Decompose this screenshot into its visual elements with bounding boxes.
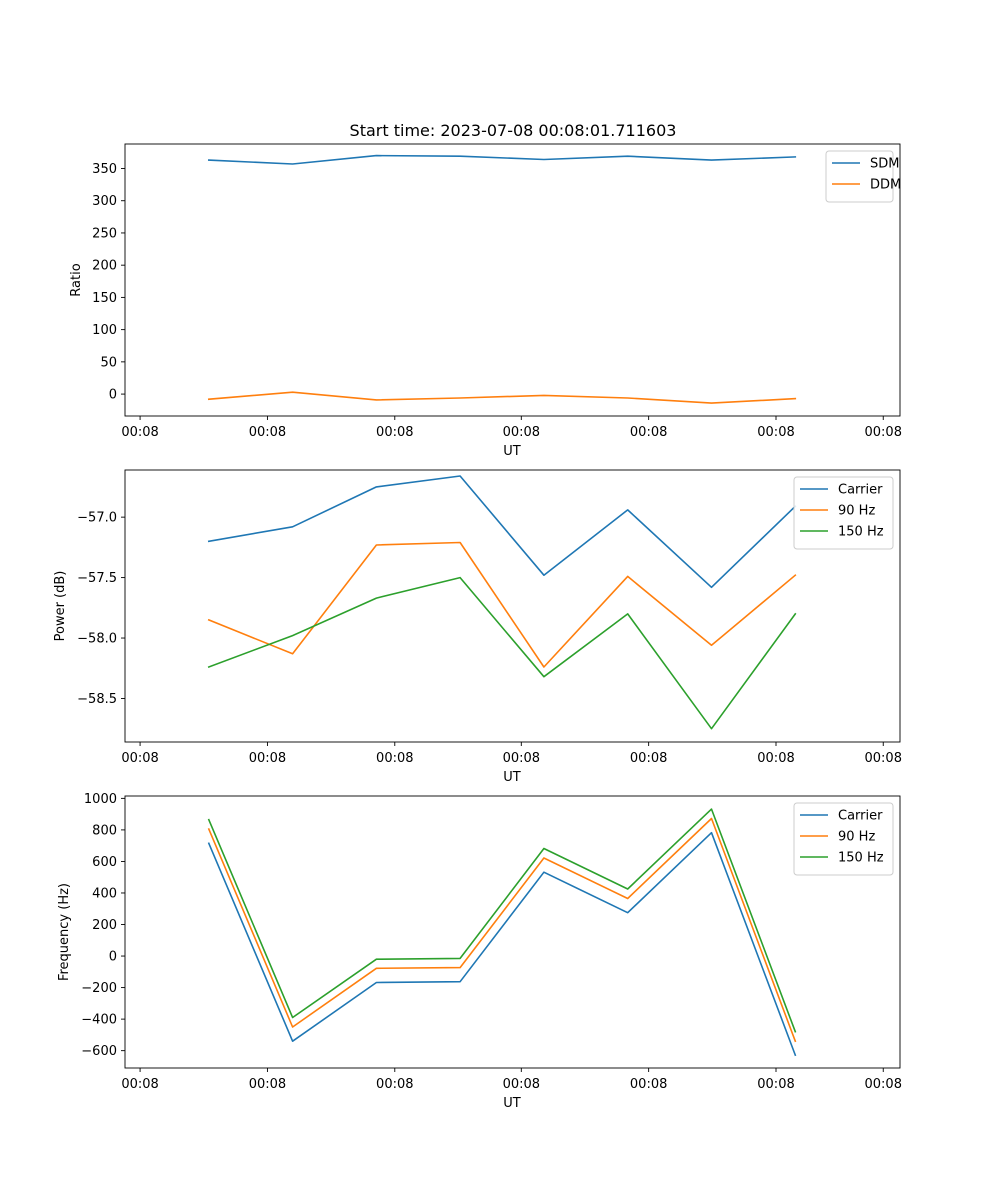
y-tick-label: −58.0 — [77, 632, 117, 647]
x-tick-label: 00:08 — [757, 1077, 794, 1092]
x-axis-label: UT — [503, 770, 521, 785]
x-tick-label: 00:08 — [249, 1077, 286, 1092]
x-tick-label: 00:08 — [503, 751, 540, 766]
series-line-150-hz — [207, 576, 797, 730]
y-tick-label: 1000 — [84, 792, 117, 807]
x-tick-label: 00:08 — [503, 1077, 540, 1092]
y-tick-label: 400 — [92, 886, 117, 901]
y-tick-label: 150 — [92, 291, 117, 306]
x-axis-label: UT — [503, 1096, 521, 1111]
legend-label: Carrier — [838, 483, 883, 498]
axes-frame — [124, 469, 901, 743]
legend-label: 90 Hz — [838, 504, 875, 519]
x-tick-label: 00:08 — [630, 751, 667, 766]
y-tick-label: −400 — [81, 1013, 117, 1028]
legend: SDM DDM — [825, 150, 901, 203]
figure-title: Start time: 2023-07-08 00:08:01.711603 — [350, 121, 677, 140]
x-tick-label: 00:08 — [757, 425, 794, 440]
y-tick-label: 0 — [109, 950, 117, 965]
x-tick-label: 00:08 — [121, 751, 158, 766]
series-line-sdm — [207, 154, 797, 165]
y-axis-label: Ratio — [69, 263, 84, 296]
x-tick-label: 00:08 — [249, 751, 286, 766]
x-axis-label: UT — [503, 444, 521, 459]
x-tick-label: 00:08 — [376, 425, 413, 440]
legend-label: 150 Hz — [838, 525, 884, 540]
series-line-carrier — [207, 475, 797, 589]
y-tick-label: 200 — [92, 918, 117, 933]
y-tick-label: 50 — [100, 355, 117, 370]
legend: Carrier 90 Hz 150 Hz — [793, 476, 894, 550]
x-tick-label: 00:08 — [121, 425, 158, 440]
y-tick-label: −57.5 — [77, 571, 117, 586]
chart-panel-1: 0 50 100 150 200 250 300 350 00:08 00:08 00:08 00:0… — [69, 143, 902, 459]
series-line-150-hz — [207, 808, 797, 1033]
y-tick-label: 600 — [92, 855, 117, 870]
axes-frame — [124, 143, 901, 417]
charts: 0 50 100 150 200 250 300 350 00:08 00:08 00:08 00:0… — [53, 143, 902, 1111]
y-tick-label: −600 — [81, 1044, 117, 1059]
x-tick-label: 00:08 — [865, 751, 902, 766]
y-axis-label: Frequency (Hz) — [57, 883, 72, 981]
x-tick-label: 00:08 — [121, 1077, 158, 1092]
y-tick-label: 250 — [92, 226, 117, 241]
legend-label: Carrier — [838, 809, 883, 824]
y-axis-label: Power (dB) — [53, 571, 68, 642]
chart-panel-2: −58.5 −58.0 −57.5 −57.0 00:08 00:08 00:08 00:08… — [53, 469, 902, 785]
series-line-ddm — [207, 391, 797, 404]
x-tick-label: 00:08 — [865, 425, 902, 440]
series-line-carrier — [207, 831, 797, 1057]
y-tick-label: 200 — [92, 259, 117, 274]
y-tick-label: 0 — [109, 388, 117, 403]
legend: Carrier 90 Hz 150 Hz — [793, 802, 894, 876]
y-tick-label: −58.5 — [77, 692, 117, 707]
x-tick-label: 00:08 — [376, 751, 413, 766]
y-tick-label: 100 — [92, 323, 117, 338]
x-tick-label: 00:08 — [630, 1077, 667, 1092]
y-tick-label: −57.0 — [77, 511, 117, 526]
series-line-90-hz — [207, 541, 797, 668]
y-tick-label: −200 — [81, 981, 117, 996]
axes-frame — [124, 795, 901, 1069]
y-tick-label: 300 — [92, 194, 117, 209]
x-tick-label: 00:08 — [865, 1077, 902, 1092]
x-tick-label: 00:08 — [503, 425, 540, 440]
legend-label: SDM — [870, 157, 899, 172]
legend-label: DDM — [870, 178, 901, 193]
y-tick-label: 350 — [92, 162, 117, 177]
legend-label: 90 Hz — [838, 830, 875, 845]
series-line-90-hz — [207, 817, 797, 1043]
x-tick-label: 00:08 — [249, 425, 286, 440]
y-tick-label: 800 — [92, 823, 117, 838]
chart-panel-3: −600 −400 −200 0 200 400 600 800 1000 00:08 00:08 0… — [57, 792, 902, 1111]
x-tick-label: 00:08 — [376, 1077, 413, 1092]
legend-label: 150 Hz — [838, 851, 884, 866]
x-tick-label: 00:08 — [757, 751, 794, 766]
x-tick-label: 00:08 — [630, 425, 667, 440]
